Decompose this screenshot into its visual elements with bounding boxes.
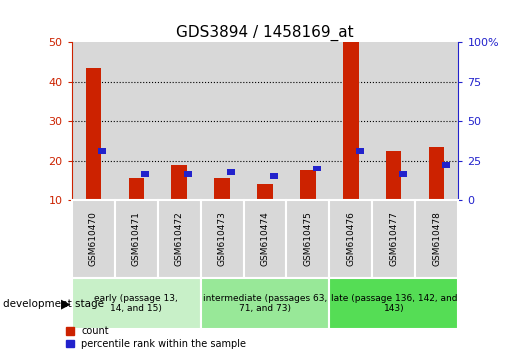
FancyBboxPatch shape [373,200,416,278]
FancyBboxPatch shape [72,278,200,329]
Bar [141,171,149,177]
Bar [356,148,364,154]
FancyBboxPatch shape [200,278,330,329]
FancyBboxPatch shape [72,200,114,278]
Bar [373,42,416,200]
Bar [98,148,105,154]
Text: ▶: ▶ [61,297,71,310]
Bar [429,147,445,200]
Bar [270,173,278,179]
FancyBboxPatch shape [243,200,287,278]
Bar [258,184,272,200]
FancyBboxPatch shape [416,200,458,278]
Bar [200,42,243,200]
Text: GSM610472: GSM610472 [174,212,183,266]
Text: GSM610470: GSM610470 [89,211,98,267]
Bar [128,178,144,200]
Text: GSM610471: GSM610471 [131,211,140,267]
Bar [330,42,373,200]
Bar [184,171,192,177]
Bar [416,42,458,200]
FancyBboxPatch shape [200,200,243,278]
FancyBboxPatch shape [330,278,458,329]
Bar [343,42,358,200]
Text: GSM610476: GSM610476 [347,211,356,267]
Bar [442,162,449,167]
FancyBboxPatch shape [287,200,330,278]
Text: late (passage 136, 142, and
143): late (passage 136, 142, and 143) [331,294,457,313]
Text: GSM610478: GSM610478 [432,211,441,267]
Text: GSM610475: GSM610475 [304,211,313,267]
Bar [301,171,315,200]
Bar [157,42,200,200]
Bar [287,42,330,200]
FancyBboxPatch shape [157,200,200,278]
Text: GSM610477: GSM610477 [390,211,399,267]
Bar [227,170,235,175]
Bar [399,171,407,177]
Text: early (passage 13,
14, and 15): early (passage 13, 14, and 15) [94,294,178,313]
FancyBboxPatch shape [114,200,157,278]
Bar [172,165,187,200]
Text: development stage: development stage [3,298,104,309]
Bar [72,42,114,200]
Title: GDS3894 / 1458169_at: GDS3894 / 1458169_at [176,25,354,41]
Text: intermediate (passages 63,
71, and 73): intermediate (passages 63, 71, and 73) [203,294,327,313]
Bar [85,68,101,200]
Text: GSM610473: GSM610473 [217,211,226,267]
Bar [114,42,157,200]
FancyBboxPatch shape [330,200,373,278]
Legend: count, percentile rank within the sample: count, percentile rank within the sample [66,326,246,349]
Bar [243,42,287,200]
Bar [386,151,402,200]
Bar [215,178,229,200]
Bar [313,166,321,171]
Text: GSM610474: GSM610474 [261,212,269,266]
